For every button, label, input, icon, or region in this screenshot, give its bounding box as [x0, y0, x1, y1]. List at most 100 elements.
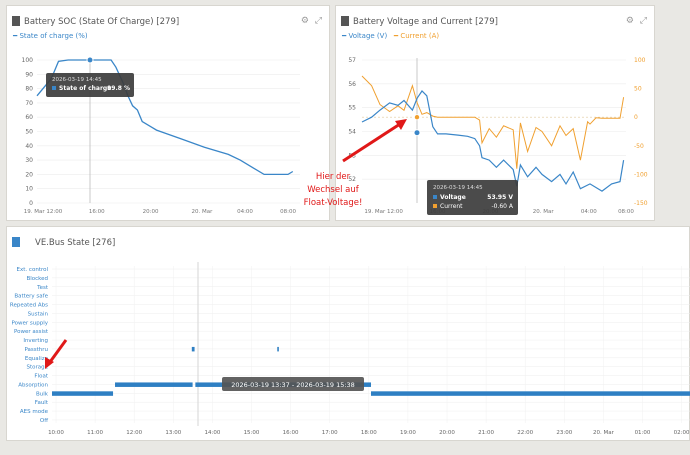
vebus-tooltip-text: 2026-03-19 13:37 - 2026-03-19 15:38: [231, 381, 355, 389]
state-label: Passthru: [24, 347, 48, 353]
vebus-panel: VE.Bus State [276]: [6, 226, 690, 441]
x-tick-label: 15:00: [244, 430, 260, 436]
x-tick-label: 11:00: [87, 430, 103, 436]
soc-legend[interactable]: ━ State of charge (%): [13, 32, 88, 40]
vc-legend: ━ Voltage (V) ━ Current (A): [342, 32, 439, 40]
x-tick-label: 20:00: [143, 209, 159, 215]
y-right-tick-label: 100: [634, 57, 646, 64]
x-tick-label: 13:00: [165, 430, 181, 436]
x-tick-label: 21:00: [478, 430, 494, 436]
y-left-tick-label: 56: [348, 81, 356, 88]
annotation-line-2: Wechsel auf: [307, 185, 360, 195]
state-label: Bulk: [36, 391, 49, 397]
expand-icon[interactable]: ⤢: [639, 16, 647, 26]
soc-panel: Battery SOC (State Of Charge) [279] ⚙ ⤢ …: [6, 5, 330, 221]
current-series-line: [361, 75, 625, 169]
state-label: Test: [36, 285, 49, 291]
vc-tooltip-time: 2026-03-19 14:45: [433, 185, 483, 191]
legend-current[interactable]: ━ Current (A): [393, 32, 440, 40]
hover-marker-current: [413, 114, 420, 121]
soc-tooltip: 2026-03-19 14:45 State of charge 99.8 %: [46, 73, 134, 97]
x-tick-label: 20:00: [439, 430, 455, 436]
state-label: Absorption: [18, 382, 48, 388]
x-tick-label: 17:00: [322, 430, 338, 436]
legend-line-icon: ━: [13, 32, 20, 40]
annotation-line-3: Float-Voltage!: [304, 198, 363, 208]
y-left-tick-label: 57: [348, 57, 356, 64]
x-tick-label: 08:00: [618, 209, 634, 215]
state-label: Off: [40, 418, 48, 424]
vebus-chart[interactable]: Ext. control Blocked Test Battery safe Repea…: [10, 262, 690, 436]
y-right-tick-label: -150: [634, 200, 648, 207]
annotation-arrow-vc: [342, 119, 407, 163]
state-label: Repeated Abs: [10, 303, 48, 309]
chart-icon: [341, 16, 349, 26]
voltage-series-line: [361, 90, 625, 192]
y-tick-label: 30: [25, 157, 33, 164]
chart-icon: [12, 237, 20, 247]
state-label: Ext. control: [17, 267, 49, 273]
x-tick-label: 19:00: [400, 430, 416, 436]
state-segment: [115, 382, 193, 387]
x-tick-label: 18:00: [361, 430, 377, 436]
y-right-tick-label: 50: [634, 86, 642, 93]
state-label: Float: [34, 374, 48, 380]
expand-icon[interactable]: ⤢: [314, 16, 322, 26]
vc-tooltip-voltage-label: Voltage: [440, 194, 466, 201]
state-label: AES mode: [20, 409, 49, 415]
state-label: Equalize: [25, 356, 49, 362]
x-tick-label: 16:00: [283, 430, 299, 436]
x-tick-label: 20. Mar: [533, 209, 555, 215]
y-tick-label: 0: [29, 200, 33, 207]
state-label: Sustain: [28, 311, 49, 317]
state-segment: [371, 391, 690, 396]
state-label: Inverting: [23, 338, 48, 344]
x-tick-label: 10:00: [48, 430, 64, 436]
soc-tooltip-label: State of charge: [59, 85, 111, 92]
y-left-tick-label: 54: [348, 129, 356, 136]
state-label: Fault: [35, 400, 49, 406]
x-tick-label: 22:00: [517, 430, 533, 436]
x-tick-label: 04:00: [237, 209, 253, 215]
x-tick-label: 23:00: [556, 430, 572, 436]
annotation-line-1: Hier der: [316, 172, 351, 182]
state-label: Battery safe: [14, 294, 48, 300]
state-segment: [52, 391, 114, 396]
state-label: Storage: [26, 365, 48, 371]
y-right-tick-label: -100: [634, 171, 648, 178]
state-segment: [277, 346, 279, 352]
vc-title: Battery Voltage and Current [279]: [353, 17, 498, 27]
soc-tooltip-time: 2026-03-19 14:45: [52, 77, 102, 83]
state-label: Blocked: [26, 276, 48, 282]
y-tick-label: 10: [25, 186, 33, 193]
y-right-tick-label: 0: [634, 114, 638, 121]
annotation-arrow-vebus: [45, 339, 68, 369]
settings-icon[interactable]: ⚙: [625, 16, 634, 26]
x-tick-label: 14:00: [204, 430, 220, 436]
hover-marker-voltage: [413, 129, 421, 137]
soc-title: Battery SOC (State Of Charge) [279]: [24, 17, 180, 27]
y-tick-label: 70: [25, 100, 33, 107]
y-tick-label: 50: [25, 129, 33, 136]
state-label: Power assist: [14, 329, 49, 335]
y-tick-label: 40: [25, 143, 33, 150]
vc-tooltip-current-value: -0.60 A: [491, 203, 513, 210]
hover-marker: [86, 56, 94, 64]
vebus-title: VE.Bus State [276]: [35, 238, 116, 248]
x-tick-label: 08:00: [280, 209, 296, 215]
y-tick-label: 20: [25, 171, 33, 178]
soc-series-line: [36, 59, 294, 176]
y-right-tick-label: -50: [634, 143, 644, 150]
x-tick-label: 20. Mar: [593, 430, 615, 436]
x-tick-label: 16:00: [89, 209, 105, 215]
x-tick-label: 19. Mar 12:00: [24, 209, 63, 215]
chart-icon: [12, 16, 20, 26]
settings-icon[interactable]: ⚙: [300, 16, 309, 26]
x-tick-label: 02:00: [674, 430, 690, 436]
y-tick-label: 90: [25, 71, 33, 78]
annotation: Hier der Wechsel auf Float-Voltage!: [304, 172, 363, 208]
vc-panel: Battery Voltage and Current [279] ⚙ ⤢ ━ …: [335, 5, 655, 221]
vc-tooltip-voltage-value: 53.95 V: [487, 194, 513, 201]
legend-voltage[interactable]: ━ Voltage (V): [342, 32, 388, 40]
